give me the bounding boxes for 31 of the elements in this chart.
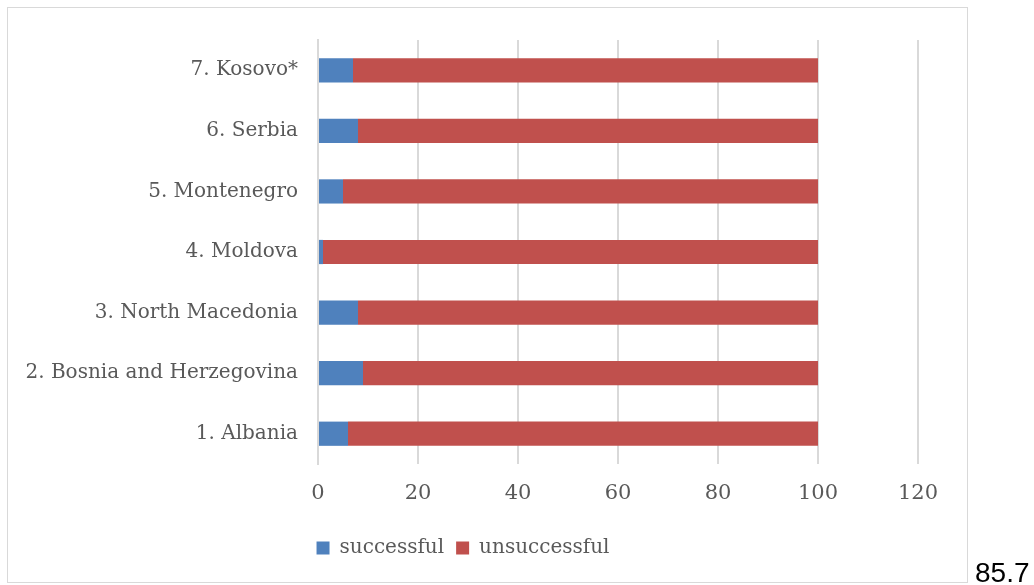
x-tick-label: 20	[404, 480, 432, 505]
bar	[343, 179, 818, 204]
x-tick-label: 60	[604, 480, 632, 505]
y-tick-label: 1. Albania	[195, 419, 299, 444]
x-tick-label: 0	[311, 480, 325, 505]
bar	[319, 118, 358, 143]
x-tick-label: 120	[897, 480, 939, 505]
bar	[323, 239, 818, 265]
bar	[319, 361, 363, 386]
y-tick-label: 2. Bosnia and Herzegovina	[25, 359, 299, 384]
bar	[353, 58, 818, 83]
bar	[319, 239, 323, 265]
x-tick-label: 40	[504, 480, 532, 505]
x-tick-label: 100	[797, 480, 839, 505]
bar	[348, 421, 818, 446]
y-tick-label: 3. North Macedonia	[94, 298, 299, 323]
bar	[358, 300, 818, 325]
legend-label: unsuccessful	[479, 534, 610, 559]
bar	[319, 300, 358, 325]
y-tick-label: 7. Kosovo*	[190, 56, 298, 81]
bar	[319, 58, 353, 83]
x-tick-label: 80	[704, 480, 732, 505]
y-tick-label: 6. Serbia	[206, 117, 299, 142]
bar	[358, 118, 818, 143]
bar	[363, 361, 818, 386]
bar	[319, 179, 343, 204]
text: 85.7	[975, 557, 1030, 585]
y-tick-label: 5. Montenegro	[148, 177, 298, 202]
legend-label: successful	[339, 534, 445, 559]
y-tick-label: 4. Moldova	[185, 238, 299, 263]
bar	[319, 421, 348, 446]
